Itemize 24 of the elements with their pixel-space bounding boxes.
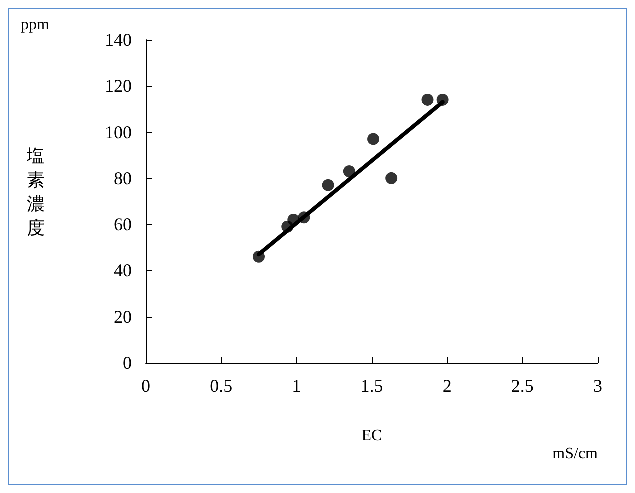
- x-tick-label: 0: [142, 376, 150, 396]
- point: [343, 166, 356, 178]
- y-tick-label: 120: [105, 76, 132, 96]
- x-tick-label: 2.5: [511, 376, 534, 396]
- point: [422, 94, 434, 106]
- y-tick-label: 0: [123, 353, 132, 373]
- point: [368, 133, 380, 146]
- y-axis-title: 塩素濃度: [26, 146, 45, 238]
- y-tick-label: 20: [114, 306, 132, 327]
- y-tick-label: 60: [114, 214, 132, 235]
- x-tick-label: 3: [594, 376, 602, 396]
- text: mS/cm: [552, 446, 599, 462]
- point: [322, 179, 334, 192]
- y-tick-label: 40: [114, 260, 132, 281]
- point: [386, 172, 398, 184]
- y-tick-label: 80: [114, 168, 132, 188]
- x-tick-label: 2: [442, 376, 452, 396]
- x-tick-label: 1.5: [360, 376, 384, 396]
- x-tick-label: 1: [292, 376, 302, 396]
- text: ppm: [21, 16, 50, 34]
- x-tick-label: 0.5: [210, 376, 233, 396]
- y-tick-label: 100: [105, 122, 132, 142]
- y-tick-label: 140: [105, 30, 132, 50]
- x-axis-title: EC: [362, 428, 382, 444]
